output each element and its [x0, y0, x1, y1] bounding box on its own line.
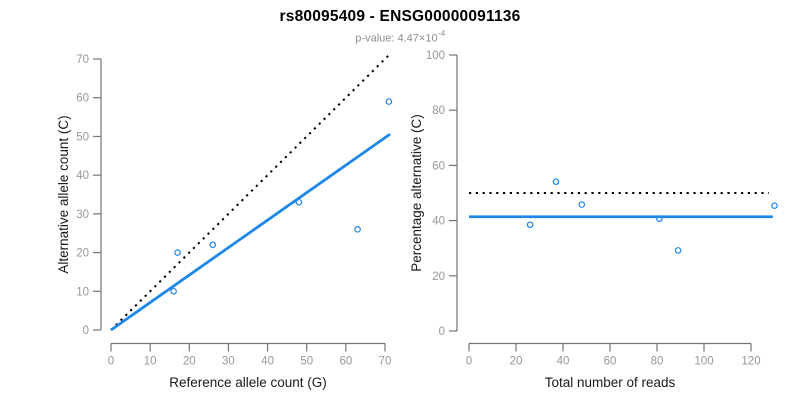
x-tick-label: 10: [144, 356, 157, 368]
scatter-point: [295, 198, 303, 206]
left-y-axis-title: Alternative allele count (C): [56, 115, 71, 273]
x-tick-label: 60: [604, 356, 617, 368]
y-tick-label: 10: [76, 286, 89, 298]
y-tick-label: 40: [76, 170, 89, 182]
scatter-point: [174, 249, 181, 256]
right-scatter-panel: 0 20 40 60 80 100 120 0 20 40 60 80 100: [426, 50, 778, 368]
p-value-exponent: -4: [438, 29, 446, 38]
fit-line: [110, 132, 391, 332]
scatter-point: [771, 202, 778, 209]
scatter-point: [674, 247, 682, 254]
x-tick-label: 0: [466, 356, 472, 368]
y-tick-label: 20: [76, 248, 89, 260]
x-tick-label: 20: [183, 356, 196, 368]
y-tick-label: 20: [432, 271, 445, 283]
scatter-point: [209, 241, 217, 249]
scatter-point: [526, 221, 534, 229]
y-tick-label: 30: [76, 209, 89, 221]
x-tick-label: 20: [510, 356, 523, 368]
x-tick-label: 60: [339, 356, 352, 368]
x-tick-label: 40: [557, 356, 570, 368]
y-tick-label: 100: [426, 50, 445, 62]
plot-title: rs80095409 - ENSG00000091136: [279, 8, 521, 25]
p-value-text: p-value: 4.47×10: [355, 32, 438, 45]
right-x-axis-title: Total number of reads: [545, 375, 676, 390]
x-tick-label: 70: [379, 356, 392, 368]
scatter-point: [656, 215, 663, 222]
x-tick-label: 40: [261, 356, 274, 368]
left-x-axis-title: Reference allele count (G): [169, 375, 327, 390]
dotted-reference-line: [110, 52, 392, 331]
y-tick-label: 80: [432, 105, 445, 117]
plot-subtitle: p-value: 4.47×10-4: [0, 29, 800, 45]
y-tick-label: 50: [76, 131, 89, 143]
x-tick-label: 30: [222, 356, 235, 368]
x-tick-label: 50: [300, 356, 313, 368]
y-tick-label: 0: [439, 326, 445, 338]
y-tick-label: 70: [76, 54, 89, 66]
scatter-point: [354, 226, 361, 233]
scatter-point: [385, 98, 393, 105]
y-tick-label: 60: [432, 160, 445, 172]
x-tick-label: 120: [741, 356, 760, 368]
x-tick-label: 100: [694, 356, 713, 368]
right-y-axis-title: Percentage alternative (C): [409, 114, 424, 272]
y-tick-label: 0: [83, 325, 89, 337]
left-scatter-panel: 0 10 20 30 40 50 60 70 0 10 20 30 40 50 60 70: [76, 52, 393, 368]
scatter-point: [578, 201, 586, 208]
scatter-point: [170, 287, 177, 295]
y-tick-label: 40: [432, 216, 445, 228]
y-tick-label: 60: [76, 93, 89, 105]
x-tick-label: 0: [108, 356, 114, 368]
scatter-point: [552, 178, 560, 185]
x-tick-label: 80: [651, 356, 664, 368]
